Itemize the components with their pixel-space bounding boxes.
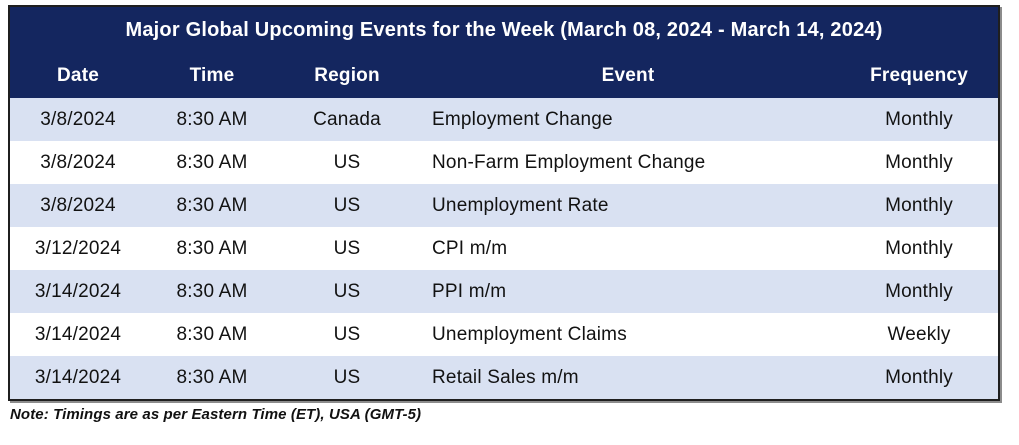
cell-region: US: [278, 270, 416, 313]
cell-event: CPI m/m: [416, 227, 840, 270]
table-row: 3/8/2024 8:30 AM Canada Employment Change Mo…: [10, 98, 999, 141]
cell-time: 8:30 AM: [146, 270, 278, 313]
cell-frequency: Monthly: [840, 184, 999, 227]
cell-region: US: [278, 227, 416, 270]
cell-frequency: Monthly: [840, 270, 999, 313]
cell-event: Employment Change: [416, 98, 840, 141]
cell-frequency: Monthly: [840, 98, 999, 141]
cell-date: 3/8/2024: [10, 98, 146, 141]
cell-event: PPI m/m: [416, 270, 840, 313]
table-row: 3/12/2024 8:30 AM US CPI m/m Monthly: [10, 227, 999, 270]
column-header-time: Time: [146, 54, 278, 98]
cell-date: 3/14/2024: [10, 270, 146, 313]
table-row: 3/8/2024 8:30 AM US Unemployment Rate Monthl…: [10, 184, 999, 227]
column-header-event: Event: [416, 54, 840, 98]
table-title: Major Global Upcoming Events for the Wee…: [10, 7, 999, 54]
cell-time: 8:30 AM: [146, 184, 278, 227]
cell-frequency: Monthly: [840, 227, 999, 270]
footnote: Note: Timings are as per Eastern Time (E…: [10, 406, 422, 423]
table-body: 3/8/2024 8:30 AM Canada Employment Change Mo…: [10, 98, 999, 399]
cell-region: US: [278, 313, 416, 356]
cell-frequency: Monthly: [840, 141, 999, 184]
cell-time: 8:30 AM: [146, 98, 278, 141]
cell-time: 8:30 AM: [146, 313, 278, 356]
table-row: 3/8/2024 8:30 AM US Non-Farm Employment Cha…: [10, 141, 999, 184]
cell-event: Unemployment Claims: [416, 313, 840, 356]
cell-region: US: [278, 356, 416, 399]
cell-date: 3/12/2024: [10, 227, 146, 270]
table-row: 3/14/2024 8:30 AM US PPI m/m Monthly: [10, 270, 999, 313]
column-header-region: Region: [278, 54, 416, 98]
cell-event: Retail Sales m/m: [416, 356, 840, 399]
cell-region: US: [278, 141, 416, 184]
cell-region: Canada: [278, 98, 416, 141]
cell-time: 8:30 AM: [146, 227, 278, 270]
cell-time: 8:30 AM: [146, 141, 278, 184]
cell-date: 3/8/2024: [10, 141, 146, 184]
cell-time: 8:30 AM: [146, 356, 278, 399]
cell-frequency: Weekly: [840, 313, 999, 356]
cell-region: US: [278, 184, 416, 227]
table-row: 3/14/2024 8:30 AM US Retail Sales m/m Monthl…: [10, 356, 999, 399]
events-table-grid: Major Global Upcoming Events for the Wee…: [10, 7, 999, 399]
cell-date: 3/8/2024: [10, 184, 146, 227]
column-header-frequency: Frequency: [840, 54, 999, 98]
table-title-row: Major Global Upcoming Events for the Wee…: [10, 7, 999, 54]
cell-event: Non-Farm Employment Change: [416, 141, 840, 184]
column-header-date: Date: [10, 54, 146, 98]
cell-frequency: Monthly: [840, 356, 999, 399]
table-row: 3/14/2024 8:30 AM US Unemployment Claims Wee…: [10, 313, 999, 356]
cell-date: 3/14/2024: [10, 313, 146, 356]
events-table: Major Global Upcoming Events for the Wee…: [8, 5, 1000, 401]
cell-date: 3/14/2024: [10, 356, 146, 399]
cell-event: Unemployment Rate: [416, 184, 840, 227]
header-row: Date Time Region Event Frequency: [10, 54, 999, 98]
